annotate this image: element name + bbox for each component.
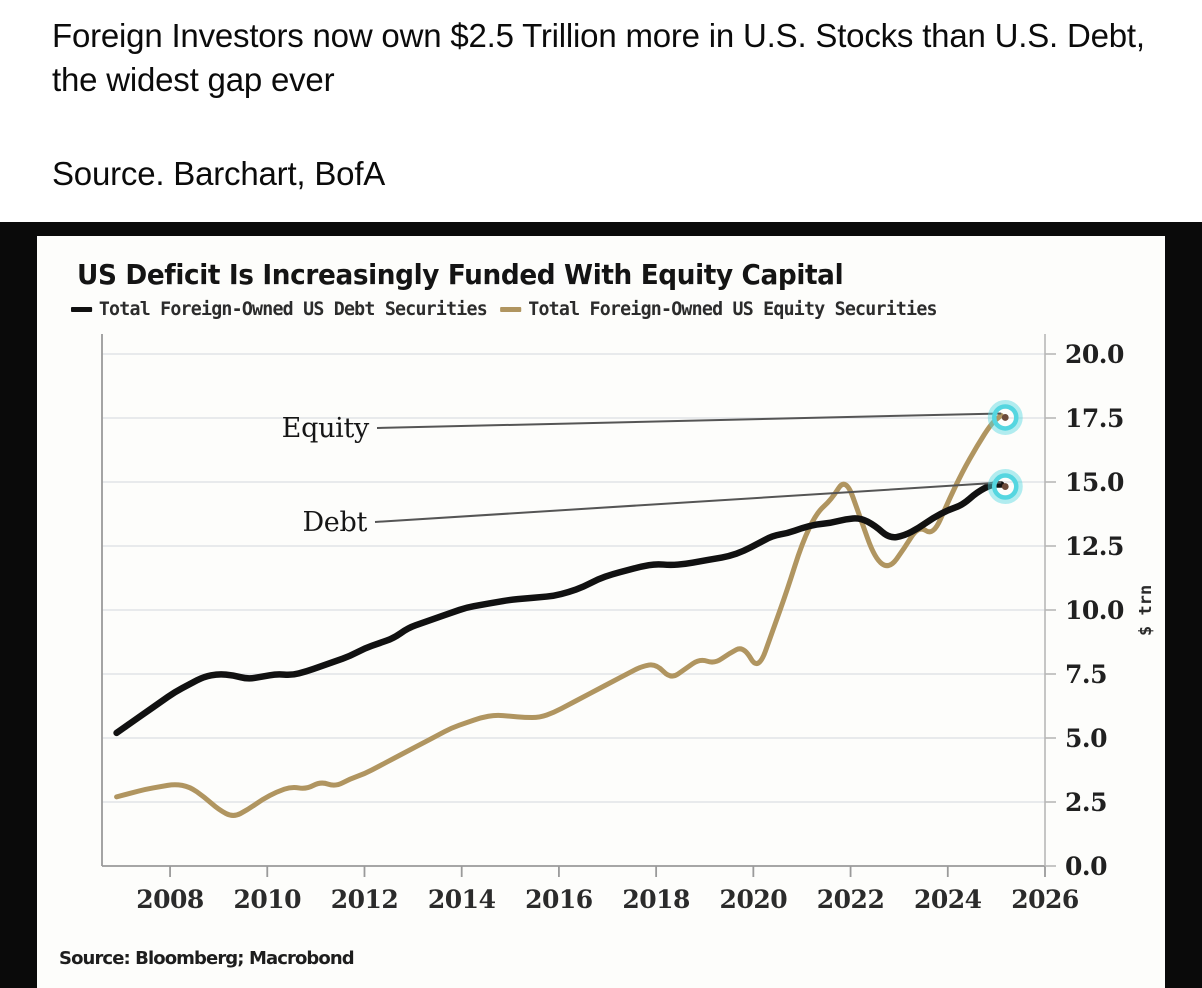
line-chart-svg: 2008 2010 2012 2014 2016 2018 2020 2022 2024 2026… bbox=[59, 334, 1156, 969]
y-tick-label: 12.5 bbox=[1065, 532, 1124, 561]
y-tick-label: 2.5 bbox=[1065, 788, 1107, 817]
legend-swatch-debt bbox=[71, 306, 93, 312]
chart-panel: US Deficit Is Increasingly Funded With E… bbox=[37, 236, 1165, 988]
post-headline: Foreign Investors now own $2.5 Trillion … bbox=[52, 17, 1145, 98]
series-line-equity bbox=[114, 412, 1004, 818]
chart-legend: Total Foreign-Owned US Debt Securities T… bbox=[71, 298, 1117, 320]
x-tick-label: 2018 bbox=[622, 885, 690, 914]
highlight-dot-debt bbox=[1001, 483, 1009, 490]
x-tick-label: 2012 bbox=[331, 885, 399, 914]
highlight-ring-debt bbox=[992, 473, 1019, 500]
highlight-ring-outer-debt bbox=[987, 469, 1023, 505]
x-tick-label: 2010 bbox=[233, 885, 301, 914]
highlight-ring-equity bbox=[992, 404, 1019, 431]
y-tick-label: 10.0 bbox=[1065, 596, 1124, 625]
y-tick-label: 20.0 bbox=[1065, 340, 1124, 369]
chart-title: US Deficit Is Increasingly Funded With E… bbox=[77, 258, 844, 291]
legend-swatch-equity bbox=[500, 306, 522, 312]
post-source-line: Source. Barchart, BofA bbox=[52, 155, 386, 192]
y-tick-label: 7.5 bbox=[1065, 660, 1107, 689]
y-tick-label: 17.5 bbox=[1065, 404, 1124, 433]
y-tick-label: 5.0 bbox=[1065, 724, 1107, 753]
legend-item-debt: Total Foreign-Owned US Debt Securities bbox=[71, 298, 488, 320]
y-tick-label: 0.0 bbox=[1065, 852, 1107, 881]
annotation-label-equity: Equity bbox=[282, 413, 370, 444]
annotation-leader-equity bbox=[376, 412, 1002, 429]
x-tick-label: 2016 bbox=[525, 885, 593, 914]
legend-label-equity: Total Foreign-Owned US Equity Securities bbox=[528, 298, 937, 320]
y-axis-title: $ trn bbox=[1136, 585, 1156, 636]
series-line-debt bbox=[113, 481, 1005, 737]
highlight-dot-equity bbox=[1001, 414, 1009, 421]
x-tick-label: 2008 bbox=[136, 885, 204, 914]
x-tick-label: 2026 bbox=[1011, 885, 1079, 914]
plot-area: 2008 2010 2012 2014 2016 2018 2020 2022 2024 2026… bbox=[37, 236, 1165, 988]
chart-source-note: Source: Bloomberg; Macrobond bbox=[59, 948, 354, 969]
y-tick-label: 15.0 bbox=[1065, 468, 1124, 497]
x-tick-label: 2022 bbox=[817, 885, 885, 914]
legend-label-debt: Total Foreign-Owned US Debt Securities bbox=[98, 298, 488, 320]
highlight-ring-outer-equity bbox=[987, 399, 1023, 435]
x-tick-label: 2014 bbox=[428, 885, 496, 914]
x-tick-label: 2024 bbox=[914, 885, 982, 914]
annotation-label-debt: Debt bbox=[302, 507, 367, 538]
annotation-leader-debt bbox=[374, 481, 1002, 523]
legend-item-equity: Total Foreign-Owned US Equity Securities bbox=[500, 298, 938, 320]
chart-image-frame: US Deficit Is Increasingly Funded With E… bbox=[0, 222, 1202, 988]
x-tick-label: 2020 bbox=[720, 885, 788, 914]
